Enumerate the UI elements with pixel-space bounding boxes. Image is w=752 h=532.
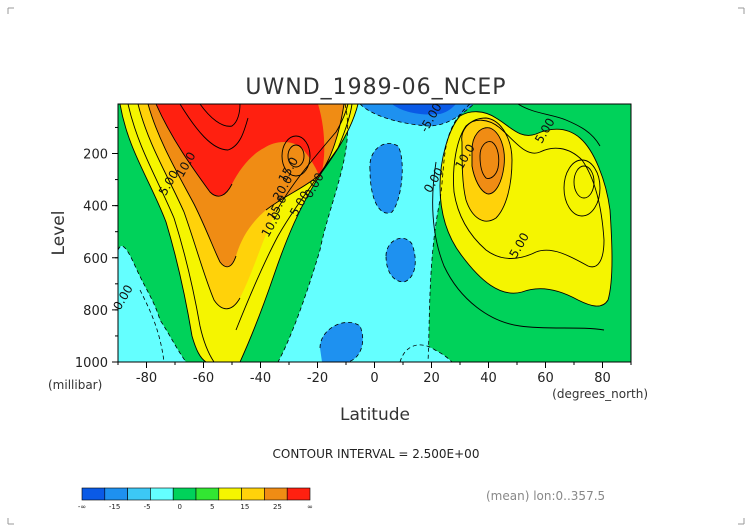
south-jet-red (156, 104, 325, 197)
colorbar-swatch (195, 487, 220, 501)
band-neg-tropics (278, 104, 470, 362)
contour-lines (119, 104, 613, 362)
x-tick-label: 80 (594, 371, 611, 386)
colorbar-label: 25 (273, 503, 282, 511)
x-axis-unit: (degrees_north) (552, 387, 648, 401)
colorbar-swatch (81, 487, 106, 501)
colorbar-label: 5 (210, 503, 214, 511)
contour-interval-text: CONTOUR INTERVAL = 2.500E+00 (273, 447, 480, 461)
colorbar-swatch (264, 487, 288, 501)
x-axis-label: Latitude (340, 405, 410, 425)
chart-title: UWND_1989-06_NCEP (245, 75, 506, 100)
colorbar-swatch (150, 487, 174, 501)
x-tick-label: 60 (537, 371, 554, 386)
x-tick-label: -80 (136, 371, 157, 386)
y-tick-label: 600 (83, 252, 108, 267)
y-tick-label: 400 (83, 200, 108, 215)
contour-plot (118, 104, 631, 362)
y-axis-label: Level (49, 211, 69, 256)
y-tick-label: 800 (83, 304, 108, 319)
colorbar-swatch (104, 487, 128, 501)
band-neg5-c (320, 322, 363, 362)
colorbar-label: 0 (177, 503, 181, 511)
colorbar-label: -5 (144, 503, 151, 511)
negative-contours (118, 104, 475, 362)
colorbar: -∞ -15 -5 0 5 15 25 ∞ (78, 487, 313, 511)
x-tick-label: -60 (193, 371, 214, 386)
band-neg10-top (392, 104, 456, 115)
y-axis: 200 400 600 800 1000 (75, 126, 118, 371)
y-tick-label: 1000 (75, 356, 108, 371)
mean-lon-note: (mean) lon:0..357.5 (486, 489, 605, 503)
band-neg-north-sfc (400, 344, 452, 362)
colorbar-swatch (218, 487, 242, 501)
colorbar-label: ∞ (307, 503, 313, 511)
x-tick-label: -40 (250, 371, 271, 386)
x-tick-label: 40 (480, 371, 497, 386)
colorbar-swatch (286, 487, 311, 501)
colorbar-label: -15 (109, 503, 120, 511)
corner-marks (7, 7, 745, 525)
x-tick-label: 20 (423, 371, 440, 386)
north-jet-orange (472, 127, 505, 194)
x-tick-label: 0 (370, 371, 378, 386)
colorbar-swatch (127, 487, 151, 501)
x-tick-label: -20 (307, 371, 328, 386)
y-tick-label: 200 (83, 148, 108, 163)
band-neg5-a (369, 143, 403, 214)
x-axis: -80 -60 -40 -20 0 20 40 60 80 (117, 362, 632, 386)
colorbar-swatch (241, 487, 265, 501)
colorbar-swatch (172, 487, 197, 501)
y-axis-unit: (millibar) (48, 378, 102, 392)
colorbar-label: -∞ (78, 503, 86, 511)
band-neg5-b (386, 238, 416, 282)
band-neg-left-low (118, 246, 186, 362)
colorbar-label: 15 (240, 503, 249, 511)
